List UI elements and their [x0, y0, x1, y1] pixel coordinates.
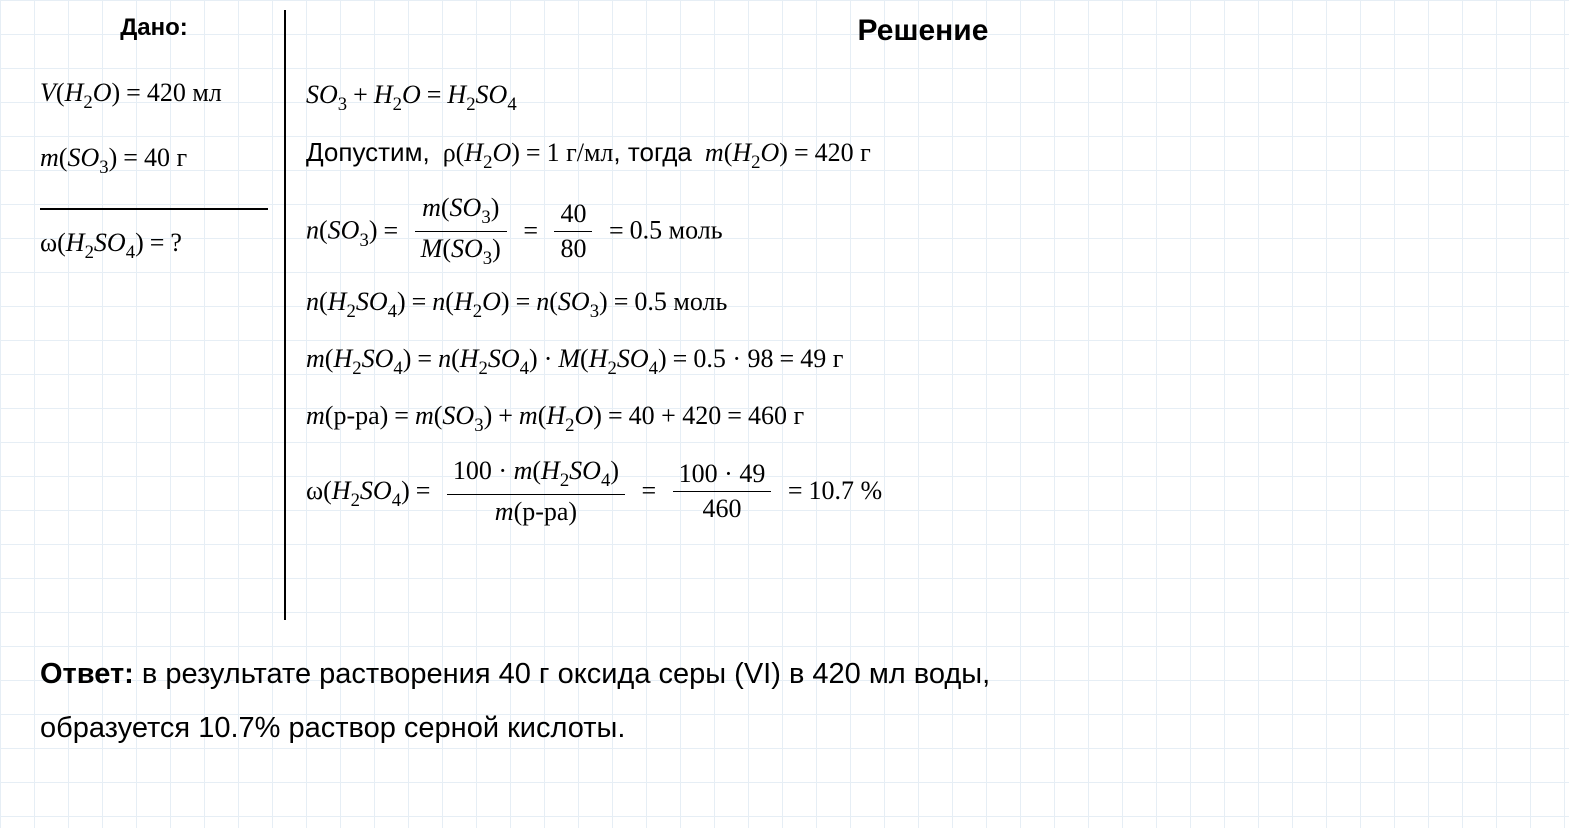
vertical-divider [284, 10, 286, 620]
assume-mid: , тогда [613, 137, 691, 167]
given-omega: ω(H2SO4)=? [40, 228, 268, 263]
omega-q: ? [170, 228, 182, 257]
answer-block: Ответ: в результате растворения 40 г окс… [40, 648, 1540, 755]
given-divider [40, 208, 268, 210]
omega-result: 10.7 % [809, 476, 883, 505]
given-v-h2o: V(H2O)=420 мл [40, 78, 268, 113]
rho-value: 1 г/мл [547, 138, 614, 167]
given-title: Дано: [40, 14, 268, 42]
assumption-line: Допустим, ρ(H2O)=1 г/мл, тогда m(H2O)=42… [306, 137, 1540, 173]
n-so3-result: 0.5 моль [630, 216, 723, 245]
n-equality-line: n(H2SO4)=n(H2O)=n(SO3)=0.5 моль [306, 287, 1540, 322]
solution-column: Решение SO3+H2O=H2SO4 Допустим, ρ(H2O)=1… [306, 10, 1540, 620]
given-column: Дано: V(H2O)=420 мл m(SO3)=40 г ω(H2SO4)… [40, 10, 280, 620]
m-h2o-value: 420 г [815, 138, 871, 167]
reaction-equation: SO3+H2O=H2SO4 [306, 80, 1540, 115]
top-section: Дано: V(H2O)=420 мл m(SO3)=40 г ω(H2SO4)… [40, 10, 1540, 620]
answer-label: Ответ: [40, 658, 134, 690]
n-so3-line: n(SO3)= m(SO3) M(SO3) = 40 80 =0.5 моль [306, 195, 1540, 270]
m-solution-line: m(р-ра)=m(SO3)+m(H2O)=40 + 420=460 г [306, 401, 1540, 436]
v-h2o-value: 420 мл [147, 78, 222, 107]
m-sol-result: 460 г [748, 401, 804, 430]
given-m-so3: m(SO3)=40 г [40, 143, 268, 178]
m-so3-value: 40 г [144, 143, 187, 172]
var-V: V [40, 78, 56, 107]
answer-text-1: в результате растворения 40 г оксида сер… [134, 658, 990, 690]
var-m: m [40, 143, 59, 172]
m-h2so4-result: 49 г [800, 344, 843, 373]
assume-prefix: Допустим, [306, 137, 430, 167]
answer-text-2: образуется 10.7% раствор серной кислоты. [40, 712, 625, 744]
omega-line: ω(H2SO4)= 100 · m(H2SO4) m(р-ра) = 100 ·… [306, 458, 1540, 528]
n-equal-result: 0.5 моль [634, 287, 727, 316]
m-h2so4-line: m(H2SO4)=n(H2SO4)·M(H2SO4)=0.5 · 98=49 г [306, 344, 1540, 379]
worksheet: Дано: V(H2O)=420 мл m(SO3)=40 г ω(H2SO4)… [40, 10, 1540, 755]
solution-title: Решение [623, 14, 1223, 48]
